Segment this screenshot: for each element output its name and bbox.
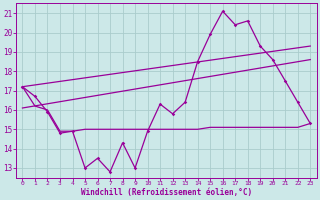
X-axis label: Windchill (Refroidissement éolien,°C): Windchill (Refroidissement éolien,°C) xyxy=(81,188,252,197)
